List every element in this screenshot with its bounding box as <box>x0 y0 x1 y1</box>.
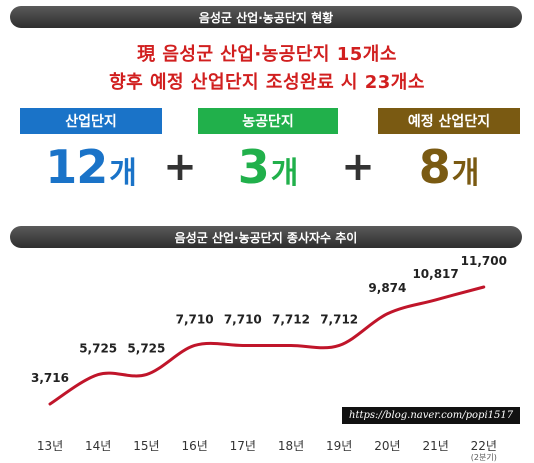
agro-industrial-complex-number: 3 <box>237 140 270 194</box>
industrial-complex-unit: 개 <box>109 156 137 191</box>
x-tick-note: (2분기) <box>471 453 497 462</box>
value-label: 3,716 <box>31 371 69 385</box>
x-tick-label: 22년 <box>471 439 497 453</box>
x-tick-label: 17년 <box>230 439 256 453</box>
planned-industrial-complex-number: 8 <box>418 140 451 194</box>
value-label: 11,700 <box>461 254 507 268</box>
x-tick-label: 19년 <box>326 439 352 453</box>
value-label: 9,874 <box>368 281 406 295</box>
x-tick-label: 18년 <box>278 439 304 453</box>
trend-line <box>48 285 486 406</box>
plus-sign-1: + <box>163 144 197 190</box>
x-tick-label: 16년 <box>181 439 207 453</box>
headline-current: 現 음성군 산업·농공단지 15개소 <box>137 44 397 65</box>
x-tick-label: 20년 <box>374 439 400 453</box>
chart-banner: 음성군 산업·농공단지 종사자수 추이 <box>10 226 522 248</box>
value-label: 5,725 <box>79 342 117 356</box>
x-tick-label: 14년 <box>85 439 111 453</box>
top-banner: 음성군 산업·농공단지 현황 <box>10 6 522 28</box>
value-label: 7,712 <box>272 312 310 326</box>
headline-planned: 향후 예정 산업단지 조성완료 시 23개소 <box>109 72 425 93</box>
blog-watermark: https://blog.naver.com/popi1517 <box>342 407 521 424</box>
x-tick-label: 21년 <box>422 439 448 453</box>
plus-sign-2: + <box>341 144 375 190</box>
industrial-complex-label: 산업단지 <box>20 108 162 134</box>
industrial-complex-count: 12 개 <box>20 140 162 194</box>
agro-industrial-complex-unit: 개 <box>270 156 299 191</box>
industrial-complex-number: 12 <box>45 140 108 194</box>
value-label: 7,710 <box>224 312 262 326</box>
employment-trend-chart: 3,716 13년 5,725 14년 5,725 15년 7,710 16년 7,710 17년… <box>31 254 507 462</box>
planned-industrial-complex-label: 예정 산업단지 <box>378 108 520 134</box>
agro-industrial-complex-label: 농공단지 <box>198 108 338 134</box>
planned-industrial-complex-unit: 개 <box>451 156 480 191</box>
x-tick-label: 13년 <box>37 439 63 453</box>
value-label: 7,712 <box>320 312 358 326</box>
x-tick-label: 15년 <box>133 439 159 453</box>
value-label: 5,725 <box>127 342 165 356</box>
value-label: 7,710 <box>176 312 214 326</box>
value-label: 10,817 <box>412 267 458 281</box>
